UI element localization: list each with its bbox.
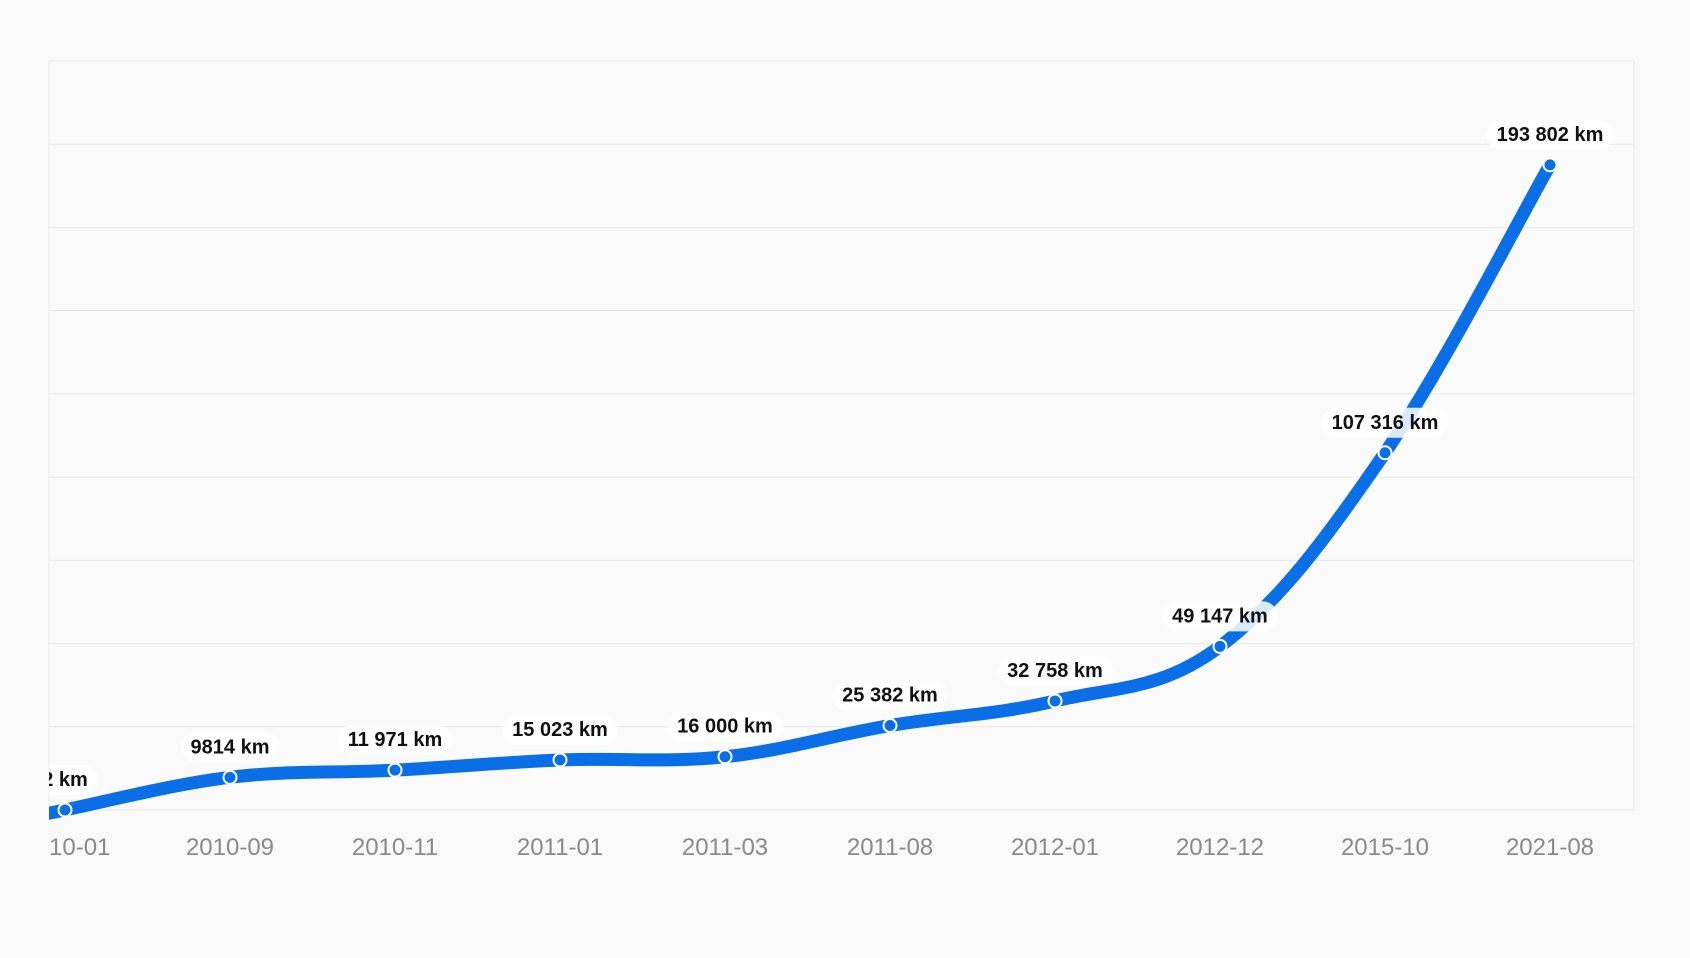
data-label-group: 193 802 km (1486, 119, 1614, 150)
data-label: 9814 km (191, 736, 270, 758)
data-label-group: 49 147 km (1162, 601, 1278, 632)
data-points (57, 157, 1558, 818)
data-point (717, 749, 733, 765)
data-label: 15 023 km (512, 719, 608, 741)
data-point (552, 752, 568, 768)
grid-lines (49, 143, 1634, 728)
data-label-background (1486, 119, 1614, 150)
x-tick-label: 10-01 (49, 834, 110, 861)
data-point (882, 718, 898, 734)
x-tick-label: 2012-01 (1011, 834, 1099, 861)
data-point (1542, 157, 1558, 173)
data-label: 32 758 km (1007, 660, 1103, 682)
x-tick-label: 2021-08 (1506, 834, 1594, 861)
data-label-background (1321, 407, 1449, 438)
data-label-group: 32 758 km (997, 655, 1113, 686)
data-point (57, 802, 73, 818)
data-point (222, 769, 238, 785)
data-label: 11 971 km (348, 729, 443, 751)
series-line (49, 158, 1557, 820)
series-line-path (49, 158, 1557, 820)
data-label: 25 382 km (842, 685, 938, 707)
x-axis-ticks: 10-01 2010-09 2010-11 2011-01 2011-03 2011-08… (49, 834, 1594, 861)
data-label-background (832, 680, 948, 711)
data-label-background (180, 732, 280, 763)
data-label: 2 km (42, 769, 88, 791)
data-label-group: 107 316 km (1321, 407, 1449, 438)
x-tick-label: 2010-11 (352, 834, 438, 861)
x-tick-label: 2015-10 (1341, 834, 1429, 861)
x-tick-label: 2011-08 (847, 834, 933, 861)
data-point (1377, 445, 1393, 461)
data-label-group: 15 023 km (502, 714, 618, 745)
data-label-group: 11 971 km (337, 725, 453, 756)
data-label-group: 2 km (42, 764, 98, 795)
data-label-group: 16 000 km (667, 711, 783, 742)
data-label-group: 9814 km (180, 732, 280, 763)
data-label-background (49, 764, 98, 795)
x-tick-label: 2011-03 (682, 834, 768, 861)
data-label: 16 000 km (677, 716, 773, 738)
data-label-background (1162, 601, 1278, 632)
data-point (1047, 693, 1063, 709)
data-label: 107 316 km (1332, 412, 1439, 434)
data-labels: 2 km 9814 km 11 971 km 15 023 km 16 000 km 25… (42, 119, 1614, 795)
data-point (387, 762, 403, 778)
data-label-background (997, 655, 1113, 686)
x-tick-label: 2010-09 (186, 834, 274, 861)
data-label: 193 802 km (1497, 124, 1604, 146)
x-tick-label: 2011-01 (517, 834, 603, 861)
data-point (1212, 638, 1228, 654)
data-label-background (337, 725, 453, 756)
data-label-background (502, 714, 618, 745)
data-label-group: 25 382 km (832, 680, 948, 711)
data-label-background (667, 711, 783, 742)
x-tick-label: 2012-12 (1176, 834, 1264, 861)
data-label: 49 147 km (1172, 605, 1268, 627)
